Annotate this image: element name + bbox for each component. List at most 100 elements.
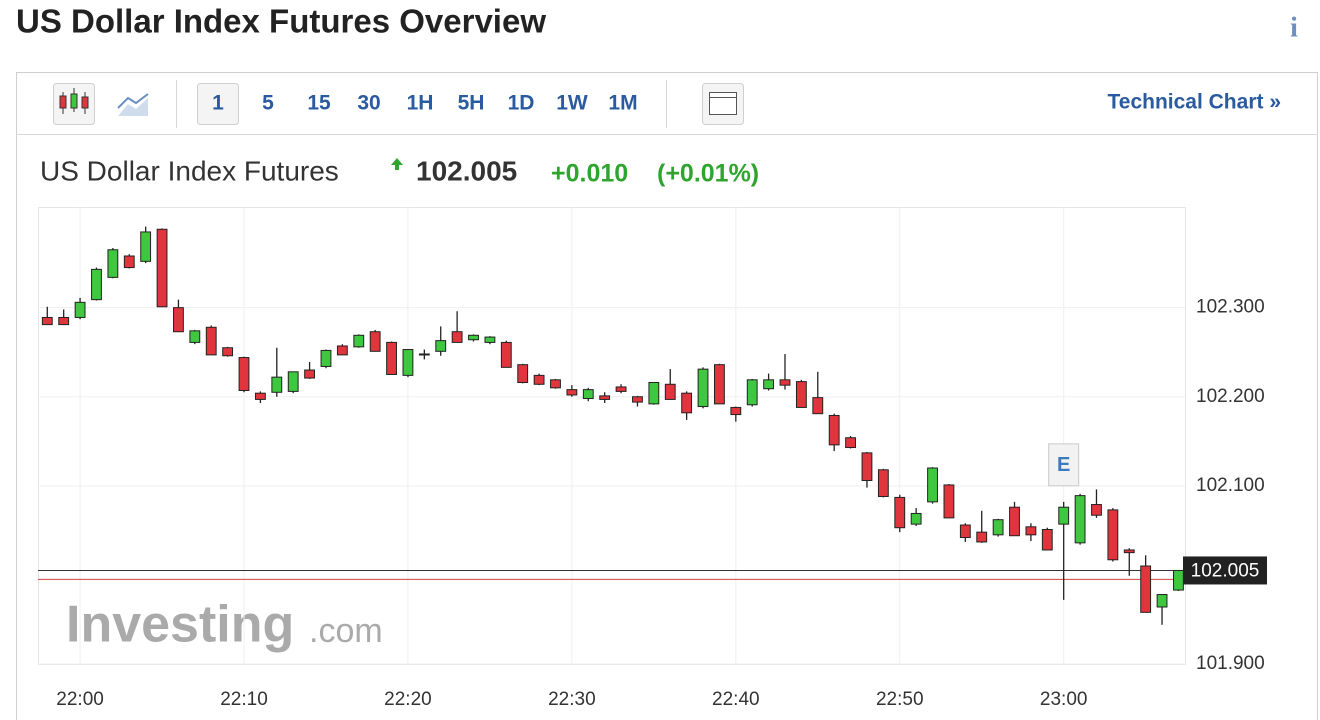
candle-body [992, 519, 1004, 536]
candle-body [877, 469, 889, 498]
candle-body [140, 231, 152, 262]
candle-body [353, 334, 365, 348]
candle-body [156, 228, 168, 308]
candle-body [320, 349, 332, 367]
area-icon [118, 98, 148, 116]
candle-body [1091, 504, 1102, 516]
line-type-button[interactable] [117, 93, 149, 116]
candle-body [41, 316, 53, 326]
candle-body [222, 347, 234, 357]
candle-body [779, 379, 791, 386]
technical-chart-link[interactable]: Technical Chart » [1108, 91, 1282, 114]
layout-button[interactable] [702, 83, 744, 125]
candle-body [1140, 565, 1152, 613]
interval-button[interactable]: 1M [608, 92, 637, 115]
interval-button[interactable]: 1W [556, 92, 588, 115]
interval-button[interactable]: 1 [212, 92, 224, 115]
candle-body [287, 371, 299, 392]
candle-body [730, 406, 742, 416]
candle-body [418, 353, 430, 356]
last-price: 102.005 [416, 155, 517, 186]
candle-body [336, 345, 348, 356]
x-tick-label: 22:50 [876, 689, 924, 710]
y-tick-label: 102.200 [1196, 386, 1265, 407]
candle-body [861, 452, 873, 481]
price-change-percent: (+0.01%) [657, 160, 759, 188]
widget-frame [16, 72, 1318, 720]
candle-body [451, 331, 463, 343]
candle-body [91, 268, 102, 301]
instrument-name: US Dollar Index Futures [40, 155, 339, 186]
candle-body [599, 395, 611, 400]
interval-button[interactable]: 30 [357, 92, 380, 115]
x-tick-label: 22:10 [220, 689, 268, 710]
candle-body [632, 396, 643, 403]
candle-body [484, 336, 496, 343]
candle-body [435, 340, 447, 352]
page-title: US Dollar Index Futures Overview [16, 3, 546, 40]
candle-body [500, 341, 512, 368]
candle-body [1041, 528, 1053, 551]
grid [38, 207, 1185, 665]
x-tick-label: 23:00 [1040, 689, 1088, 710]
candle-body [369, 331, 381, 352]
candle-body [795, 381, 807, 408]
selected-interval [197, 83, 239, 125]
interval-button[interactable]: 1H [407, 92, 434, 115]
candle-body [517, 364, 529, 383]
candle-body [664, 383, 676, 400]
line-icon [117, 93, 149, 109]
candle-body [271, 376, 283, 393]
candle-body [615, 386, 627, 392]
candle-body [304, 369, 316, 379]
candle-body [812, 397, 824, 415]
candle-body [1123, 549, 1135, 554]
candle-body [402, 349, 414, 376]
up-arrow [391, 158, 403, 170]
candle-type-button[interactable] [53, 83, 95, 125]
candle-body [927, 467, 938, 503]
y-tick-label: 102.100 [1196, 475, 1265, 496]
candle-body [582, 389, 594, 400]
last-price-tag [1183, 556, 1267, 585]
candle-body [1025, 526, 1037, 536]
layout-icon [709, 92, 737, 115]
candle-body [468, 334, 479, 341]
x-tick-label: 22:40 [712, 689, 760, 710]
candle-body [1173, 569, 1184, 591]
interval-button[interactable]: 1D [508, 92, 535, 115]
candle-body [58, 316, 70, 326]
candle-body [123, 255, 135, 269]
candle-body [205, 326, 217, 356]
candle-body [1058, 506, 1070, 525]
candle-body [828, 414, 840, 446]
interval-button[interactable]: 5 [262, 92, 274, 115]
event-marker[interactable] [1048, 443, 1080, 487]
x-tick-label: 22:00 [56, 689, 104, 710]
candle-body [910, 512, 922, 525]
candle-body [74, 301, 86, 318]
y-tick-label: 101.900 [1196, 653, 1265, 674]
info-icon[interactable]: i [1290, 12, 1298, 43]
interval-button[interactable]: 5H [458, 92, 485, 115]
candle-body [533, 374, 545, 385]
candle-body [107, 249, 119, 278]
candle-body [550, 379, 561, 389]
candle-body [714, 364, 725, 405]
watermark-suffix: .com [309, 612, 383, 650]
candle-body [746, 379, 758, 406]
interval-button[interactable]: 15 [307, 92, 331, 115]
candle-body [254, 392, 266, 400]
x-tick-label: 22:20 [384, 689, 432, 710]
candle-body [959, 524, 971, 539]
candle-body [697, 368, 709, 408]
watermark-brand: Investing [66, 596, 294, 654]
event-marker-label: E [1057, 454, 1070, 476]
candle-body [648, 381, 660, 405]
candle-body [238, 357, 250, 392]
y-tick-label: 102.300 [1196, 297, 1265, 318]
price-change: +0.010 [551, 160, 628, 188]
candle-body [189, 330, 201, 343]
